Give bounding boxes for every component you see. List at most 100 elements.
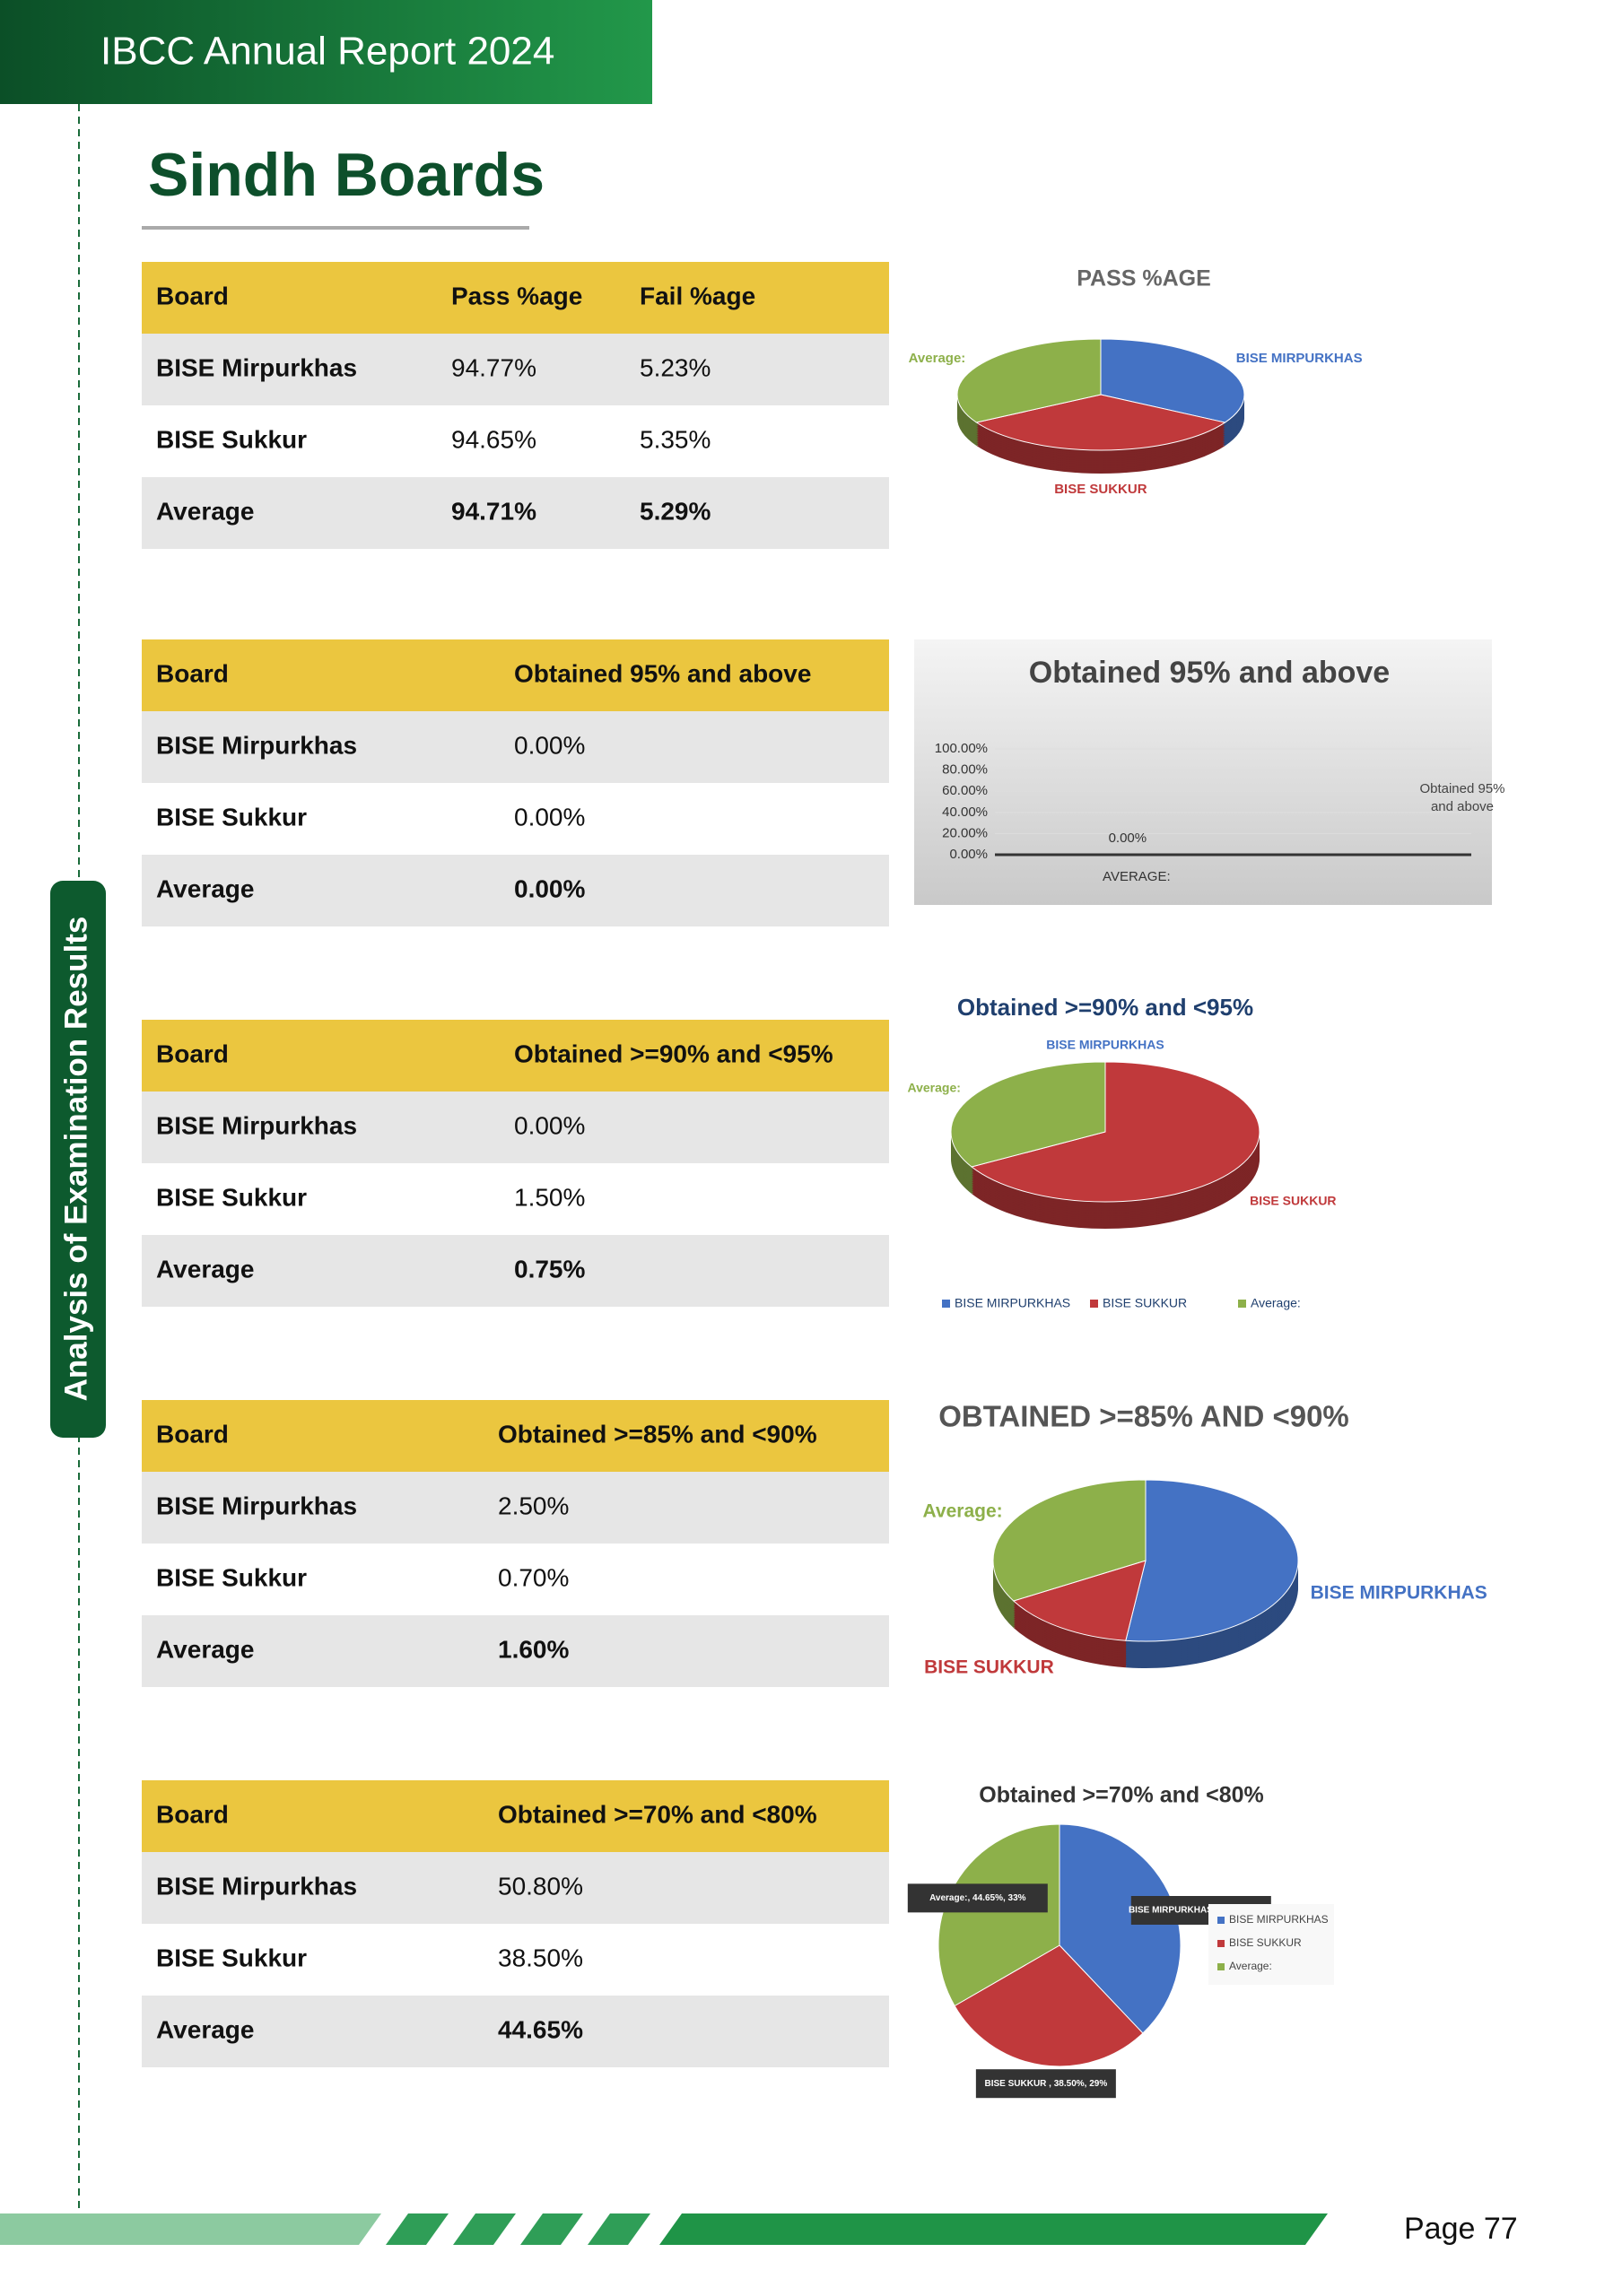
chart-title: OBTAINED >=85% AND <90%	[938, 1400, 1349, 1433]
chart-title: Obtained 95% and above	[1029, 656, 1390, 690]
x-tick-label: AVERAGE:	[1103, 869, 1171, 884]
data-label: BISE SUKKUR , 38.50%, 29%	[985, 2079, 1108, 2089]
y-tick-label: 20.00%	[942, 825, 988, 840]
table-row	[142, 1996, 889, 2067]
table-header	[142, 262, 889, 334]
footer-stripe	[520, 2213, 583, 2245]
table-header	[142, 1020, 889, 1091]
pie-label: BISE MIRPURKHAS	[1311, 1583, 1487, 1604]
pie-label: BISE SUKKUR	[1054, 482, 1147, 497]
table-cell: 0.70%	[498, 1563, 569, 1591]
table-cell: Average	[156, 497, 254, 525]
table-cell: BISE Sukkur	[156, 1563, 307, 1591]
table-row	[142, 405, 889, 477]
pie-label: BISE MIRPURKHAS	[1046, 1038, 1164, 1052]
pie-label: BISE SUKKUR	[924, 1657, 1054, 1677]
table-cell: 44.65%	[498, 2015, 583, 2043]
y-tick-label: 0.00%	[949, 847, 988, 862]
table-header	[142, 1400, 889, 1472]
legend-label: BISE SUKKUR	[1229, 1936, 1302, 1949]
table-cell: BISE Sukkur	[156, 803, 307, 831]
table-cell: BISE Mirpurkhas	[156, 1872, 357, 1900]
legend-label: Average:	[1251, 1296, 1301, 1310]
data-label-box	[975, 2069, 1116, 2099]
legend-swatch	[1217, 1917, 1225, 1924]
column-header: Pass %age	[451, 282, 582, 309]
table-cell: Average	[156, 1635, 254, 1663]
data-label: BISE MIRPURKHAS , 50.80%, 38%	[1129, 1906, 1274, 1916]
table-cell: Average	[156, 2015, 254, 2043]
legend-label: BISE MIRPURKHAS	[1229, 1913, 1329, 1926]
footer-stripe	[588, 2213, 650, 2245]
column-header: Board	[156, 282, 229, 309]
pie-slice	[992, 1479, 1147, 1602]
y-tick-label: 80.00%	[942, 762, 988, 778]
table-row	[142, 855, 889, 926]
table-cell: 94.77%	[451, 353, 536, 381]
table-cell: 1.60%	[498, 1635, 569, 1663]
table-cell: Average	[156, 874, 254, 902]
y-tick-label: 40.00%	[942, 804, 988, 820]
column-header: Fail %age	[640, 282, 755, 309]
table-cell: 50.80%	[498, 1872, 583, 1900]
table-row	[142, 334, 889, 405]
table-row	[142, 1163, 889, 1235]
table-cell: BISE Sukkur	[156, 1944, 307, 1971]
header-title: IBCC Annual Report 2024	[100, 30, 554, 74]
pie-label: BISE SUKKUR	[1250, 1194, 1336, 1208]
table-cell: BISE Sukkur	[156, 1183, 307, 1211]
table-row	[142, 1544, 889, 1615]
legend-label: Obtained 95% and above	[1419, 781, 1505, 814]
legend-label: BISE MIRPURKHAS	[955, 1296, 1070, 1310]
table-cell: 0.75%	[514, 1255, 585, 1283]
title-underline	[142, 226, 529, 230]
legend-label: Average:	[1229, 1960, 1272, 1972]
table-cell: 0.00%	[514, 803, 585, 831]
legend-swatch	[1238, 1300, 1246, 1308]
table-cell: 5.23%	[640, 353, 711, 381]
table-cell: 1.50%	[514, 1183, 585, 1211]
table-cell: Average	[156, 1255, 254, 1283]
pie-slice	[956, 338, 1102, 423]
table-row	[142, 783, 889, 855]
legend-swatch	[1217, 1940, 1225, 1947]
table-cell: BISE Mirpurkhas	[156, 1492, 357, 1519]
data-label: Average:, 44.65%, 33%	[929, 1893, 1026, 1903]
table-cell: 38.50%	[498, 1944, 583, 1971]
pie-slice	[1100, 338, 1245, 423]
table-cell: BISE Sukkur	[156, 425, 307, 453]
table-row	[142, 1235, 889, 1307]
table-cell: 5.29%	[640, 497, 711, 525]
legend-swatch	[1090, 1300, 1098, 1308]
column-header: Board	[156, 1420, 229, 1448]
chart-title: PASS %AGE	[1077, 266, 1211, 291]
pie-slice	[975, 394, 1226, 451]
column-header: Obtained >=85% and <90%	[498, 1420, 817, 1448]
column-header: Obtained >=70% and <80%	[498, 1800, 817, 1828]
header-bar	[0, 0, 652, 104]
table-row	[142, 1615, 889, 1687]
table-header	[142, 1780, 889, 1852]
table-row	[142, 1091, 889, 1163]
page-number: Page 77	[1404, 2212, 1518, 2246]
pie-slice	[1125, 1479, 1299, 1642]
chart-title: Obtained >=90% and <95%	[957, 994, 1253, 1021]
pie-label: Average:	[909, 351, 966, 366]
table-row	[142, 1852, 889, 1924]
footer-stripe	[453, 2213, 516, 2245]
pie-slice	[950, 1061, 1106, 1168]
data-label: 0.00%	[1109, 831, 1147, 846]
chart-background	[914, 639, 1492, 905]
column-header: Board	[156, 1039, 229, 1067]
y-tick-label: 60.00%	[942, 783, 988, 798]
y-tick-label: 100.00%	[935, 741, 988, 756]
table-row	[142, 477, 889, 549]
pie-label: Average:	[923, 1501, 1003, 1522]
table-row	[142, 1472, 889, 1544]
table-row	[142, 711, 889, 783]
table-cell: 2.50%	[498, 1492, 569, 1519]
column-header: Obtained >=90% and <95%	[514, 1039, 833, 1067]
table-cell: 94.65%	[451, 425, 536, 453]
